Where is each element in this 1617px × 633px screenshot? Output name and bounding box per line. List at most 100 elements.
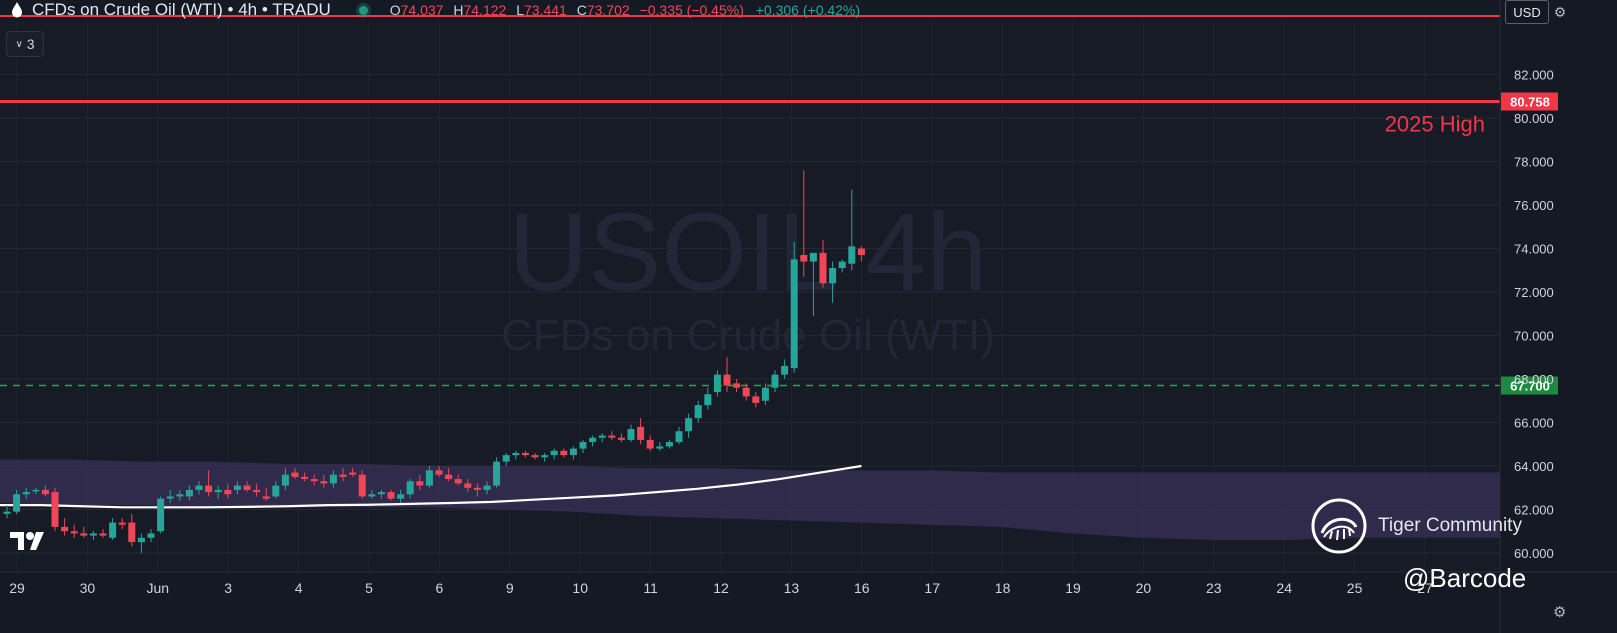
candle-down	[454, 479, 462, 484]
candle-down	[646, 439, 654, 449]
x-tick-label: 25	[1347, 580, 1363, 596]
candle-down	[61, 526, 69, 532]
candle-up	[809, 252, 817, 262]
chart-header: CFDs on Crude Oil (WTI) • 4h • TRADU O74…	[0, 0, 860, 20]
candle-down	[617, 437, 625, 440]
candle-up	[665, 442, 673, 447]
candle-down	[464, 483, 472, 488]
y-tick-label: 82.000	[1514, 68, 1554, 83]
candle-down	[70, 531, 78, 534]
x-tick-label: 24	[1276, 580, 1292, 596]
x-tick-label: 16	[854, 580, 870, 596]
candle-up	[627, 429, 635, 440]
y-tick-label: 64.000	[1514, 459, 1554, 474]
ichimoku-cloud	[0, 459, 1500, 540]
x-tick-label: 19	[1065, 580, 1081, 596]
candle-down	[80, 533, 88, 536]
candle-up	[214, 489, 222, 493]
candle-down	[752, 396, 760, 403]
candle-up	[185, 489, 193, 497]
x-tick-label: 12	[713, 580, 729, 596]
candle-down	[742, 387, 750, 397]
candle-up	[598, 435, 606, 438]
candle-up	[790, 259, 798, 369]
candle-up	[22, 492, 30, 495]
candle-down	[224, 489, 232, 495]
candle-down	[128, 522, 136, 543]
candle-down	[310, 479, 318, 482]
candle-up	[829, 268, 837, 284]
candle-up	[848, 246, 856, 264]
candle-up	[493, 461, 501, 486]
gear-icon[interactable]: ⚙	[1553, 3, 1567, 20]
level-price-label: 80.758	[1510, 95, 1550, 110]
candle-down	[560, 450, 568, 456]
author-handle: @Barcode	[1403, 563, 1527, 593]
candle-up	[397, 494, 405, 499]
candle-up	[233, 485, 241, 490]
x-tick-label: 17	[924, 580, 940, 596]
candle-down	[723, 374, 731, 386]
candle-up	[704, 394, 712, 406]
candle-down	[521, 452, 529, 456]
candle-up	[166, 496, 174, 499]
ohlc-readout: O74.037 H74.122 L73.441 C73.702 −0.335 (…	[389, 2, 861, 18]
candle-up	[425, 470, 433, 486]
watermark-name: CFDs on Crude Oil (WTI)	[501, 311, 995, 360]
y-tick-label: 68.000	[1514, 372, 1554, 387]
candle-down	[99, 533, 107, 536]
candle-up	[656, 446, 664, 449]
watermark-symbol: USOIL 4h	[509, 191, 988, 314]
candle-up	[157, 498, 165, 532]
indicators-toggle-button[interactable]: ∨ 3	[6, 31, 44, 57]
candle-up	[368, 494, 376, 497]
y-tick-label: 74.000	[1514, 242, 1554, 257]
candle-up	[483, 485, 491, 490]
candle-up	[137, 537, 145, 543]
symbol-title[interactable]: CFDs on Crude Oil (WTI) • 4h • TRADU	[32, 0, 331, 19]
candle-up	[685, 418, 693, 432]
candle-up	[3, 511, 11, 514]
candle-up	[272, 485, 280, 497]
candle-down	[301, 476, 309, 480]
candle-up	[694, 405, 702, 419]
candle-up	[541, 455, 549, 458]
x-tick-label: Jun	[147, 580, 170, 596]
x-tick-label: 3	[224, 580, 232, 596]
level-annotation: 2025 High	[1385, 112, 1485, 137]
candle-up	[761, 387, 769, 401]
y-tick-label: 62.000	[1514, 503, 1554, 518]
candle-down	[637, 426, 645, 440]
settings-gear-icon[interactable]: ⚙	[1553, 604, 1567, 621]
candle-down	[41, 489, 49, 495]
x-tick-label: 18	[995, 580, 1011, 596]
candle-down	[205, 485, 213, 493]
y-tick-label: 66.000	[1514, 416, 1554, 431]
candle-up	[89, 533, 97, 536]
x-tick-label: 5	[365, 580, 373, 596]
candle-down	[349, 472, 357, 475]
candle-up	[109, 522, 117, 538]
x-tick-label: 23	[1206, 580, 1222, 596]
tiger-icon	[1311, 498, 1367, 554]
chevron-down-icon: ∨	[15, 38, 23, 50]
candle-up	[406, 481, 414, 495]
candle-up	[713, 374, 721, 393]
candle-down	[608, 435, 616, 438]
candle-down	[445, 474, 453, 480]
candle-down	[435, 470, 443, 475]
currency-button[interactable]: USD	[1505, 0, 1549, 24]
y-tick-label: 78.000	[1514, 155, 1554, 170]
candle-down	[733, 383, 741, 388]
candle-up	[550, 450, 558, 456]
candle-up	[579, 442, 587, 449]
candle-down	[320, 481, 328, 484]
candle-up	[589, 437, 597, 443]
level-price-badge	[1501, 376, 1558, 395]
candle-up	[329, 474, 337, 484]
y-tick-label: 80.000	[1514, 111, 1554, 126]
candle-up	[176, 494, 184, 497]
candle-up	[147, 533, 155, 538]
x-tick-label: 27	[1417, 580, 1433, 596]
